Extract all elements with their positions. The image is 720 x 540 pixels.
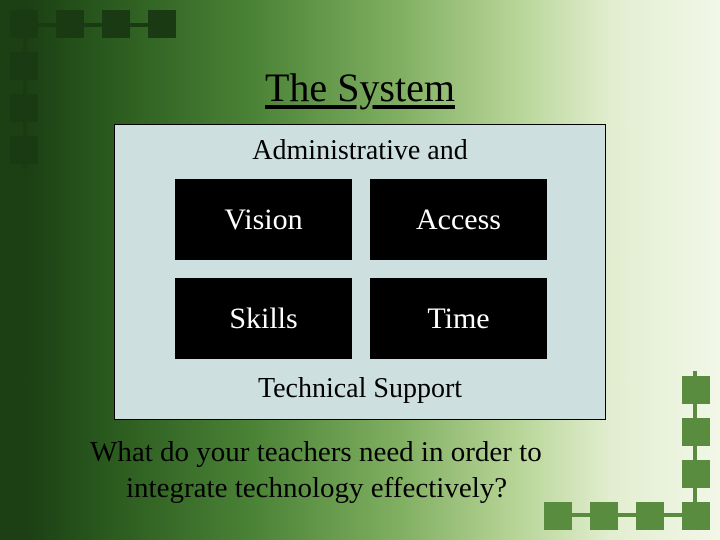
caption-line-1: What do your teachers need in order to — [90, 436, 542, 468]
grid-cell-vision: Vision — [175, 179, 352, 260]
slide-caption: What do your teachers need in order to i… — [90, 434, 660, 507]
grid-cell-skills: Skills — [175, 278, 352, 359]
system-panel: Administrative and Vision Access Skills … — [114, 124, 606, 420]
grid-cell-time: Time — [370, 278, 547, 359]
panel-top-label: Administrative and — [115, 135, 605, 167]
panel-bottom-label: Technical Support — [115, 373, 605, 405]
slide-title: The System — [0, 64, 720, 111]
system-grid: Vision Access Skills Time — [175, 179, 547, 359]
caption-line-2: integrate technology effectively? — [90, 470, 660, 506]
grid-cell-access: Access — [370, 179, 547, 260]
